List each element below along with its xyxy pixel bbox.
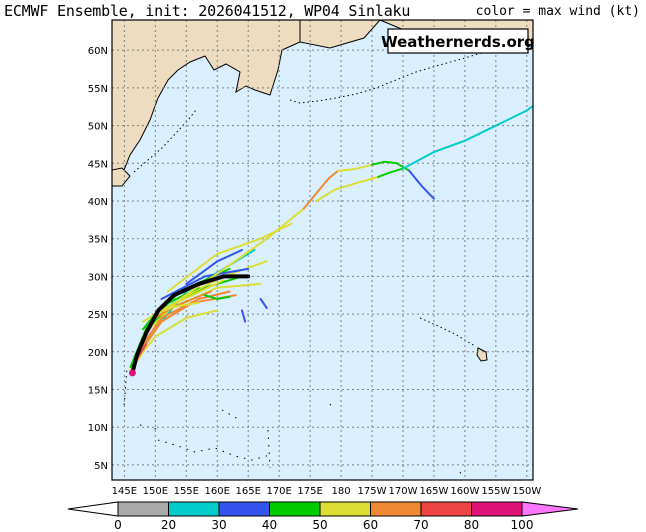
colorbar-label: 70 <box>413 518 428 532</box>
lon-label: 150W <box>512 486 541 497</box>
ensemble-track <box>377 167 404 178</box>
colorbar-label: 20 <box>161 518 176 532</box>
ensemble-track <box>402 104 533 170</box>
ensemble-track <box>408 169 435 200</box>
colorbar-label: 0 <box>114 518 122 532</box>
colorbar-segment <box>319 501 371 517</box>
legend-caption: color = max wind (kt) <box>475 4 640 19</box>
ensemble-mean-track <box>130 274 251 375</box>
lat-label: 40N <box>88 197 108 208</box>
colorbar-segment <box>420 501 472 517</box>
lat-label: 35N <box>88 235 108 246</box>
lat-label: 30N <box>88 272 108 283</box>
hawaii-islands <box>476 347 488 362</box>
lon-label: 170W <box>388 486 417 497</box>
lon-label: 175E <box>297 486 322 497</box>
lon-label: 155W <box>481 486 510 497</box>
lon-label: 165E <box>236 486 261 497</box>
ensemble-track <box>259 298 268 310</box>
colorbar-segment <box>168 501 220 517</box>
ensemble-track <box>241 309 247 323</box>
lon-label: 175W <box>358 486 387 497</box>
lon-label: 145E <box>112 486 137 497</box>
wind-colorbar: 0 20 30 40 50 60 70 80 100 <box>67 501 579 532</box>
colorbar-label: 100 <box>511 518 534 532</box>
watermark-text: Weathernerds.org <box>381 33 535 51</box>
colorbar-right-arrow <box>521 501 579 517</box>
ensemble-track <box>129 309 219 372</box>
ocean-background <box>112 20 533 480</box>
ensemble-track <box>185 249 243 285</box>
lat-label: 25N <box>88 310 108 321</box>
lon-label: 155E <box>174 486 199 497</box>
chart-title: ECMWF Ensemble, init: 2026041512, WP04 S… <box>4 2 411 20</box>
lat-label: 60N <box>88 46 108 57</box>
ensemble-track <box>154 301 200 316</box>
colorbar-label: 50 <box>312 518 327 532</box>
colorbar-left-arrow <box>67 501 119 517</box>
ensemble-track <box>203 294 231 300</box>
lat-label: 50N <box>88 122 108 133</box>
colorbar-segment <box>471 501 523 517</box>
initial-position-marker <box>128 369 136 377</box>
axis-labels: 60N 55N 50N 45N 40N 35N 30N 25N 20N 15N 10N 5N 145E 1… <box>88 46 542 497</box>
colorbar-segment <box>269 501 321 517</box>
lon-label: 170E <box>266 486 291 497</box>
watermark-box: Weathernerds.org <box>381 28 535 54</box>
ensemble-track <box>371 160 411 172</box>
colorbar-segment <box>370 501 422 517</box>
ensemble-track <box>302 169 339 210</box>
ensemble-track <box>337 163 373 172</box>
lon-label: 180 <box>332 486 351 497</box>
kuril-islands <box>133 109 197 173</box>
lat-lon-grid <box>112 20 533 480</box>
map-frame <box>111 19 534 481</box>
lon-label: 160E <box>205 486 230 497</box>
lat-label: 5N <box>94 461 108 472</box>
colorbar-segment <box>117 501 169 517</box>
lon-label: 160W <box>450 486 479 497</box>
lat-label: 15N <box>88 386 108 397</box>
lon-label: 165W <box>419 486 448 497</box>
lat-label: 45N <box>88 159 108 170</box>
kamchatka-tail <box>299 20 381 49</box>
lat-label: 20N <box>88 348 108 359</box>
colorbar-label: 60 <box>363 518 378 532</box>
lat-label: 10N <box>88 423 108 434</box>
ensemble-track <box>160 267 250 300</box>
colorbar-label: 40 <box>262 518 277 532</box>
lat-label: 55N <box>88 84 108 95</box>
mariana-islands <box>123 367 128 406</box>
japan-hokkaido <box>112 167 131 187</box>
land-layer <box>112 20 533 477</box>
colorbar-segment <box>218 501 270 517</box>
colorbar-label: 80 <box>464 518 479 532</box>
ensemble-track <box>315 175 380 202</box>
colorbar-label: 30 <box>211 518 226 532</box>
lon-label: 150E <box>143 486 168 497</box>
